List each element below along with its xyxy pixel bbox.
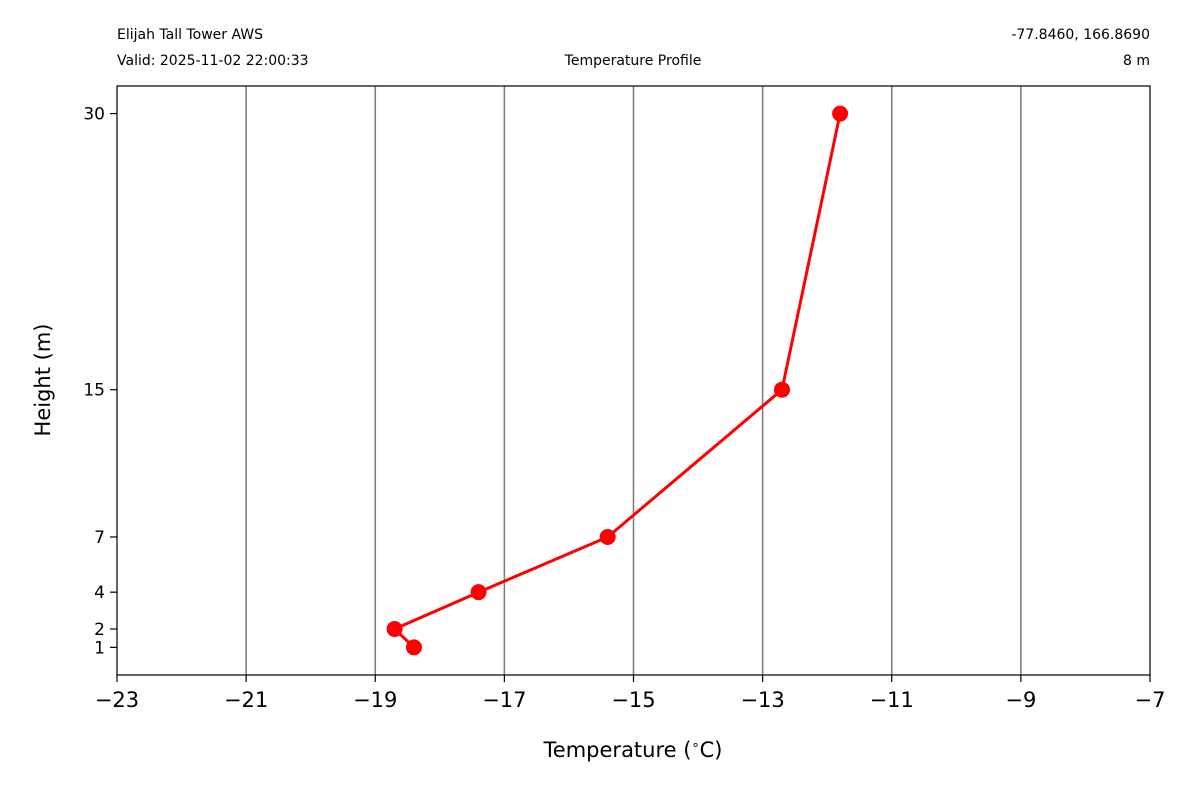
- elevation: 8 m: [1123, 53, 1150, 69]
- series-layer: [386, 105, 849, 656]
- x-axis-label: Temperature (∘C): [543, 738, 723, 762]
- chart-title: Temperature Profile: [564, 53, 702, 69]
- y-tick-label: 2: [94, 620, 105, 640]
- y-tick-label: 7: [94, 528, 105, 548]
- data-point: [773, 381, 790, 398]
- data-point: [599, 528, 616, 545]
- data-point: [405, 639, 422, 656]
- y-tick-label: 4: [94, 583, 105, 603]
- y-tick-label: 1: [94, 638, 105, 658]
- x-tick-label: −21: [224, 688, 268, 712]
- x-tick-label: −11: [870, 688, 914, 712]
- y-tick-label: 30: [83, 105, 105, 125]
- grid-lines: [245, 86, 1022, 675]
- y-axis-label: Height (m): [31, 324, 55, 437]
- x-tick-label: −7: [1135, 688, 1166, 712]
- data-point: [386, 620, 403, 637]
- x-tick-label: −9: [1005, 688, 1036, 712]
- station-name: Elijah Tall Tower AWS: [117, 27, 264, 43]
- x-tick-label: −13: [740, 688, 784, 712]
- data-point: [470, 584, 487, 601]
- x-tick-label: −17: [482, 688, 526, 712]
- x-tick-label: −23: [95, 688, 139, 712]
- y-axis: 12 4 7 15 30: [83, 105, 117, 658]
- valid-time: Valid: 2025-11-02 22:00:33: [117, 53, 309, 69]
- x-tick-label: −15: [611, 688, 655, 712]
- x-axis: −23 −21 −19 −17 −15 −13 −11 −9 −7: [95, 675, 1166, 712]
- series-line: [393, 113, 842, 649]
- data-point: [832, 105, 849, 122]
- y-tick-label: 15: [83, 381, 105, 401]
- x-tick-label: −19: [353, 688, 397, 712]
- coordinates: -77.8460, 166.8690: [1011, 27, 1150, 43]
